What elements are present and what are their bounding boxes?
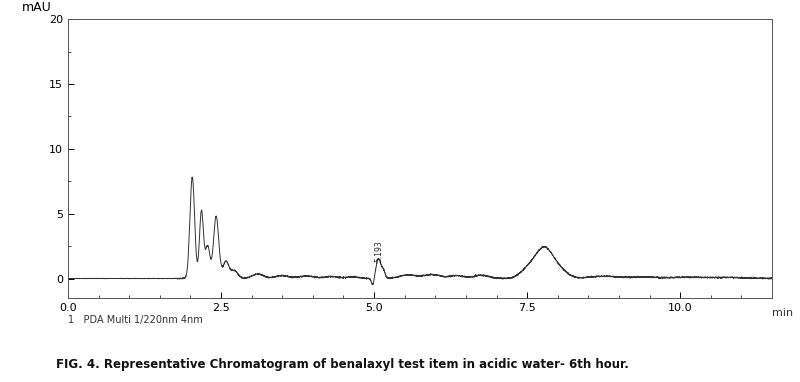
Text: 5.193: 5.193: [374, 240, 383, 262]
Text: mAU: mAU: [22, 0, 52, 13]
Text: min: min: [772, 308, 793, 317]
Text: FIG. 4. Representative Chromatogram of benalaxyl test item in acidic water- 6th : FIG. 4. Representative Chromatogram of b…: [56, 358, 629, 371]
Text: 1   PDA Multi 1/220nm 4nm: 1 PDA Multi 1/220nm 4nm: [68, 315, 202, 325]
